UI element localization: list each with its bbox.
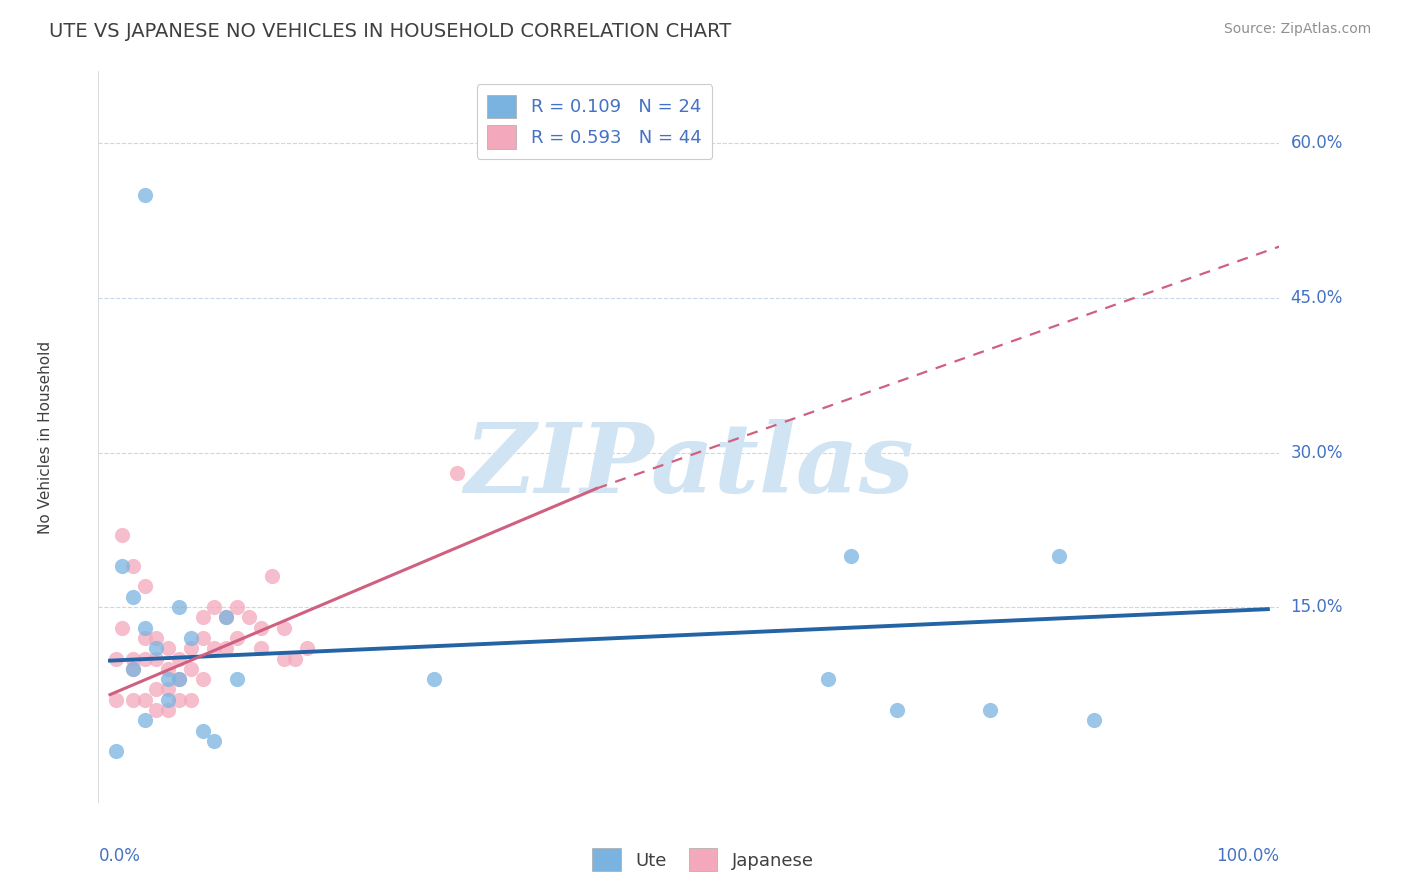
Point — [145, 703, 167, 717]
Point — [122, 662, 145, 676]
Point — [145, 682, 167, 697]
Legend: Ute, Japanese: Ute, Japanese — [585, 841, 821, 879]
Point — [226, 600, 249, 615]
Point — [191, 672, 214, 686]
Point — [104, 651, 127, 665]
Point — [145, 631, 167, 645]
Point — [169, 651, 191, 665]
Point — [169, 672, 191, 686]
Point — [180, 631, 202, 645]
Point — [226, 631, 249, 645]
Point — [886, 703, 908, 717]
Point — [202, 641, 225, 656]
Text: 15.0%: 15.0% — [1291, 598, 1343, 616]
Point — [156, 672, 179, 686]
Point — [122, 651, 145, 665]
Point — [191, 723, 214, 738]
Point — [226, 672, 249, 686]
Point — [122, 693, 145, 707]
Point — [295, 641, 318, 656]
Point — [202, 734, 225, 748]
Point — [104, 693, 127, 707]
Point — [423, 672, 446, 686]
Point — [446, 466, 468, 480]
Text: 100.0%: 100.0% — [1216, 847, 1279, 864]
Point — [979, 703, 1001, 717]
Point — [134, 714, 156, 728]
Point — [110, 528, 132, 542]
Point — [238, 610, 260, 624]
Point — [169, 693, 191, 707]
Point — [156, 641, 179, 656]
Point — [191, 631, 214, 645]
Point — [191, 610, 214, 624]
Point — [134, 579, 156, 593]
Point — [134, 188, 156, 202]
Point — [145, 641, 167, 656]
Point — [156, 682, 179, 697]
Text: ZIPatlas: ZIPatlas — [464, 419, 914, 513]
Point — [180, 662, 202, 676]
Point — [249, 621, 271, 635]
Text: No Vehicles in Household: No Vehicles in Household — [38, 341, 53, 533]
Point — [169, 600, 191, 615]
Text: 30.0%: 30.0% — [1291, 443, 1343, 461]
Point — [104, 744, 127, 758]
Point — [156, 662, 179, 676]
Point — [110, 621, 132, 635]
Point — [817, 672, 839, 686]
Point — [134, 621, 156, 635]
Point — [1049, 549, 1071, 563]
Point — [1083, 714, 1105, 728]
Point — [156, 703, 179, 717]
Text: 45.0%: 45.0% — [1291, 289, 1343, 307]
Point — [273, 651, 295, 665]
Point — [262, 569, 284, 583]
Point — [284, 651, 307, 665]
Point — [215, 641, 238, 656]
Legend: R = 0.109   N = 24, R = 0.593   N = 44: R = 0.109 N = 24, R = 0.593 N = 44 — [477, 84, 713, 160]
Point — [839, 549, 862, 563]
Point — [273, 621, 295, 635]
Point — [134, 631, 156, 645]
Point — [215, 610, 238, 624]
Point — [122, 558, 145, 573]
Text: 60.0%: 60.0% — [1291, 135, 1343, 153]
Point — [134, 651, 156, 665]
Point — [122, 662, 145, 676]
Point — [134, 693, 156, 707]
Point — [145, 651, 167, 665]
Text: 0.0%: 0.0% — [98, 847, 141, 864]
Point — [215, 610, 238, 624]
Point — [122, 590, 145, 604]
Point — [180, 641, 202, 656]
Point — [110, 558, 132, 573]
Text: UTE VS JAPANESE NO VEHICLES IN HOUSEHOLD CORRELATION CHART: UTE VS JAPANESE NO VEHICLES IN HOUSEHOLD… — [49, 22, 731, 41]
Point — [202, 600, 225, 615]
Point — [180, 693, 202, 707]
Text: Source: ZipAtlas.com: Source: ZipAtlas.com — [1223, 22, 1371, 37]
Point — [156, 693, 179, 707]
Point — [169, 672, 191, 686]
Point — [249, 641, 271, 656]
